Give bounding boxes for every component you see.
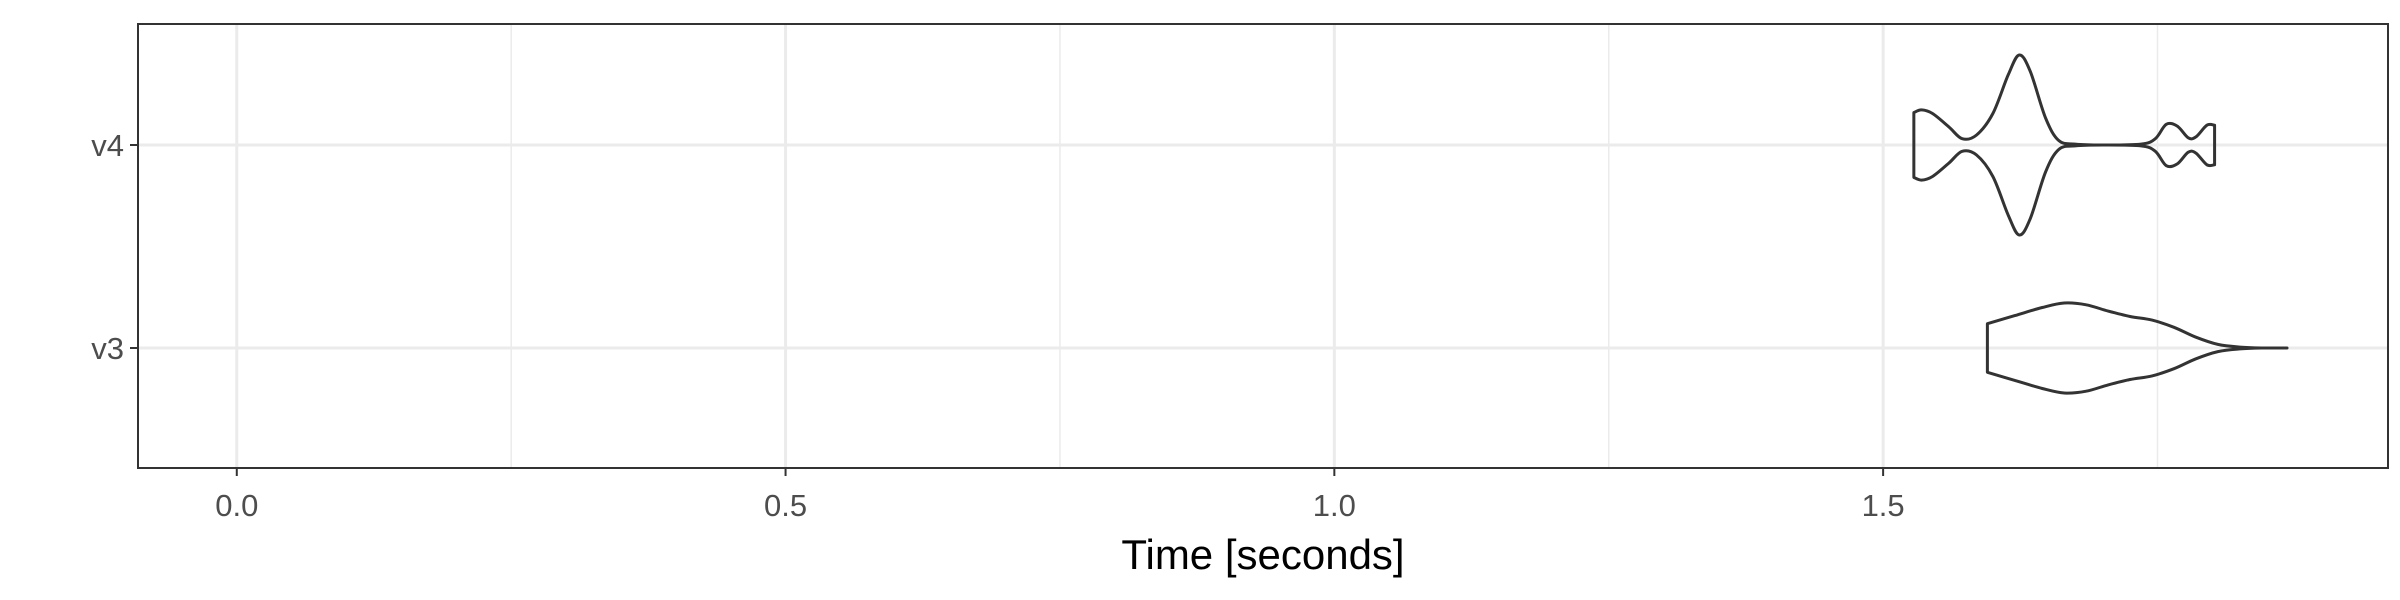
violin-v4 <box>1912 53 2217 237</box>
y-tick-label-v4: v4 <box>91 128 124 163</box>
x-axis-title: Time [seconds] <box>1121 531 1404 578</box>
panel-border <box>137 23 2389 469</box>
x-tick-label: 1.5 <box>1862 488 1905 523</box>
x-tick-label: 1.0 <box>1313 488 1356 523</box>
y-tick-label-v3: v3 <box>91 331 124 366</box>
grid-lines <box>138 24 2388 468</box>
violin-v3 <box>1985 301 2289 395</box>
violins <box>1912 53 2289 395</box>
x-tick-label: 0.5 <box>764 488 807 523</box>
x-tick-label: 0.0 <box>215 488 258 523</box>
axes: 0.0 0.5 1.0 1.5 v3 v4 <box>91 128 1904 523</box>
